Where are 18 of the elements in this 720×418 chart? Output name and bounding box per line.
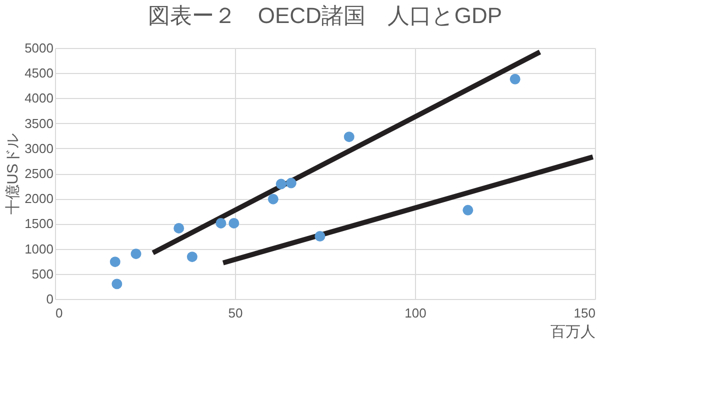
chart-title: 図表ー２ OECD諸国 人口とGDP bbox=[148, 3, 502, 28]
x-tick-label: 100 bbox=[404, 306, 426, 320]
x-tick-label: 50 bbox=[228, 306, 243, 320]
y-tick-label: 5000 bbox=[24, 40, 54, 56]
y-tick-label: 1000 bbox=[24, 241, 54, 256]
y-tick-label: 4000 bbox=[24, 90, 54, 106]
y-tick-label: 500 bbox=[32, 266, 54, 282]
y-axis-title: 十億USドル bbox=[4, 134, 22, 214]
y-tick-label: 2000 bbox=[24, 191, 54, 206]
y-tick-label: 4500 bbox=[24, 66, 54, 81]
y-tick-label: 3500 bbox=[24, 116, 54, 131]
x-axis-title: 百万人 bbox=[550, 324, 596, 340]
y-tick-label: 0 bbox=[46, 292, 54, 306]
x-tick-label: 150 bbox=[574, 306, 596, 320]
y-tick-label: 3000 bbox=[24, 140, 54, 156]
y-tick-label: 2500 bbox=[24, 166, 54, 181]
x-tick-label: 0 bbox=[56, 306, 63, 320]
y-tick-label: 1500 bbox=[24, 216, 54, 232]
